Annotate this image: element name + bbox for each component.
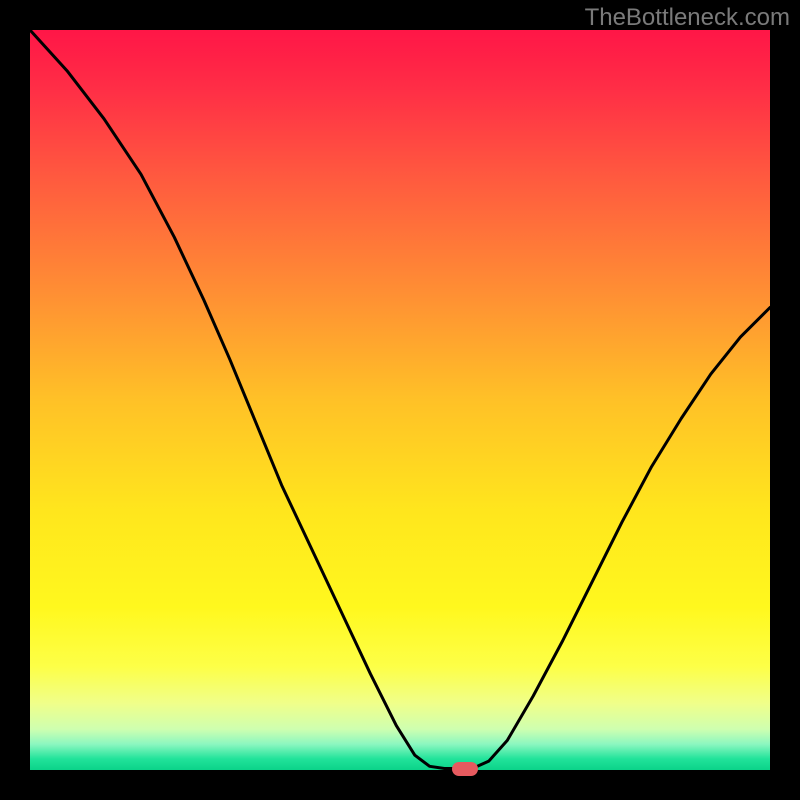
- bottleneck-curve: [30, 30, 770, 770]
- plot-area: [30, 30, 770, 770]
- watermark-text: TheBottleneck.com: [585, 4, 790, 32]
- optimal-point-marker: [452, 762, 478, 776]
